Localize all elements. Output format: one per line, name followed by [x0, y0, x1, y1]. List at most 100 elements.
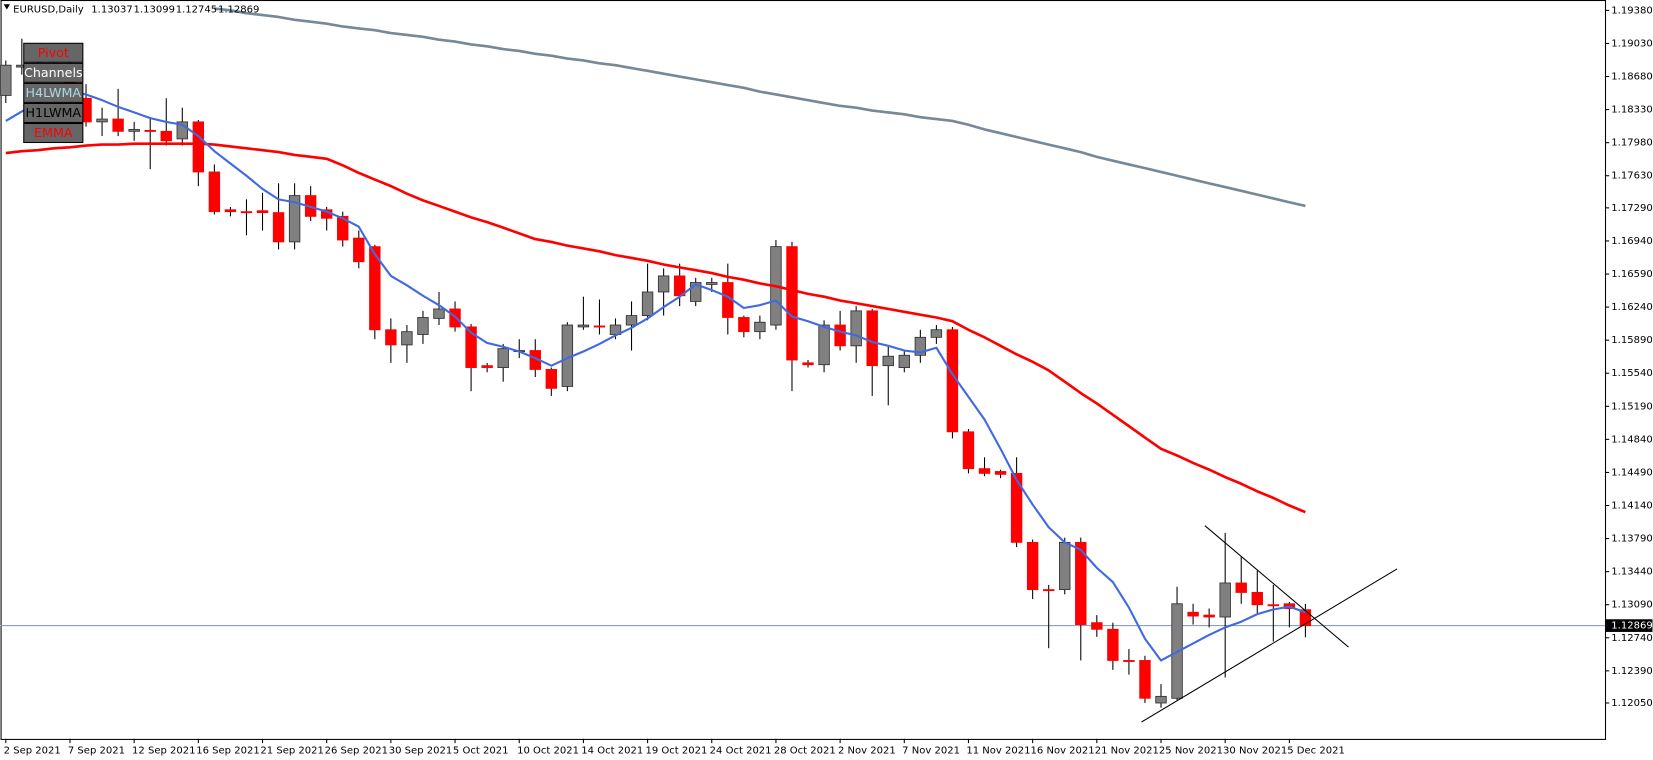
candle-body [1010, 472, 1023, 543]
candle-body [176, 121, 188, 140]
button-face[interactable] [23, 82, 84, 103]
candle-body [272, 212, 285, 243]
x-tick-label: 24 Oct 2021 [710, 745, 772, 756]
x-tick-label: 21 Nov 2021 [1095, 745, 1159, 756]
candle-body [690, 282, 702, 302]
candle-body [577, 324, 590, 328]
x-tick-label: 7 Nov 2021 [902, 745, 960, 756]
candle-body [802, 362, 814, 366]
y-tick-label: 1.12050 [1611, 698, 1652, 709]
candle-body [1042, 589, 1055, 592]
candle-body [369, 246, 381, 331]
candle-body [1123, 660, 1135, 662]
x-tick-label: 16 Sep 2021 [196, 745, 259, 756]
candle-body [112, 118, 124, 132]
button-label[interactable]: H4LWMA [26, 85, 82, 100]
candle-body [1267, 604, 1280, 607]
candle-body [256, 210, 269, 214]
indicator-button[interactable]: EMMA [23, 122, 84, 144]
x-tick-label: 16 Nov 2021 [1031, 745, 1095, 756]
chart-title: EURUSD,Daily [13, 5, 84, 16]
candle-body [1299, 609, 1312, 627]
x-tick-label: 21 Sep 2021 [260, 745, 323, 756]
candle-body [240, 211, 253, 214]
ohlc-value: 1.13099 [134, 5, 175, 16]
candle-body [192, 121, 205, 173]
bid-label-box [1606, 619, 1653, 632]
y-tick-label: 1.16240 [1611, 302, 1652, 313]
candle-body [401, 331, 413, 346]
button-face[interactable] [23, 42, 84, 63]
candle-body [738, 317, 750, 333]
ohlc-value: 1.12745 [176, 5, 217, 16]
x-tick-label: 2 Sep 2021 [4, 745, 61, 756]
indicator-button[interactable]: H4LWMA [23, 82, 84, 103]
button-face[interactable] [23, 102, 84, 123]
y-tick-label: 1.12740 [1611, 633, 1652, 644]
candle-body [898, 354, 910, 368]
x-tick-label: 14 Oct 2021 [581, 745, 643, 756]
candle-body [1219, 582, 1231, 618]
candle-body [144, 129, 156, 132]
candle-body [962, 431, 975, 470]
y-tick-label: 1.13090 [1611, 600, 1652, 611]
x-tick-label: 25 Nov 2021 [1159, 745, 1223, 756]
candle-body [481, 365, 493, 368]
x-tick-label: 10 Oct 2021 [517, 745, 579, 756]
y-tick-label: 1.16590 [1611, 269, 1652, 280]
candle-body [754, 321, 766, 333]
candle-body [96, 118, 108, 123]
indicator-line [5, 142, 1306, 514]
indicator-button[interactable]: Channels [23, 62, 84, 83]
x-tick-label: 5 Dec 2021 [1287, 745, 1345, 756]
candle-body [1139, 660, 1151, 699]
candle-body [545, 369, 558, 389]
candle-body [1203, 614, 1215, 618]
candle-body [224, 209, 237, 213]
x-tick-label: 11 Nov 2021 [966, 745, 1030, 756]
candle-body [433, 308, 445, 319]
indicator-button[interactable]: H1LWMA [23, 102, 84, 123]
candle-body [465, 326, 477, 368]
candle-body [625, 315, 638, 326]
candle-body [978, 468, 991, 474]
y-tick-label: 1.15890 [1611, 335, 1652, 346]
candle-body [850, 310, 862, 347]
button-label[interactable]: Pivot [38, 45, 69, 60]
ohlc-value: 1.12869 [218, 5, 259, 16]
candle-body [866, 310, 878, 367]
button-face[interactable] [23, 122, 84, 144]
candle-body [1155, 695, 1167, 704]
candle-body [641, 291, 654, 317]
y-tick-label: 1.16940 [1611, 236, 1652, 247]
candle-body [497, 348, 509, 368]
candle-body [1107, 628, 1119, 661]
candle-body [0, 64, 12, 96]
x-tick-label: 19 Oct 2021 [645, 745, 707, 756]
candle-body [930, 329, 943, 338]
bid-label: 1.12869 [1611, 621, 1652, 632]
candle-body [128, 129, 140, 132]
candle-body [1091, 622, 1103, 630]
candle-body [818, 324, 830, 366]
y-tick-label: 1.17980 [1611, 138, 1652, 149]
candle-body [417, 317, 429, 335]
indicator-button[interactable]: Pivot [23, 42, 84, 63]
button-label[interactable]: H1LWMA [26, 105, 82, 120]
trend-line [1204, 525, 1349, 648]
candle-body [882, 355, 894, 367]
x-tick-label: 30 Sep 2021 [389, 745, 452, 756]
x-tick-label: 2 Nov 2021 [838, 745, 896, 756]
candle-body [834, 324, 846, 347]
button-face[interactable] [23, 62, 84, 83]
button-label[interactable]: Channels [24, 65, 83, 80]
candle-body [1187, 611, 1199, 617]
x-tick-label: 7 Sep 2021 [68, 745, 125, 756]
y-tick-label: 1.12390 [1611, 666, 1652, 677]
y-tick-label: 1.18330 [1611, 105, 1652, 116]
button-label[interactable]: EMMA [34, 125, 73, 140]
candle-body [160, 130, 172, 142]
indicator-line [214, 7, 1306, 208]
y-tick-label: 1.15540 [1611, 368, 1652, 379]
